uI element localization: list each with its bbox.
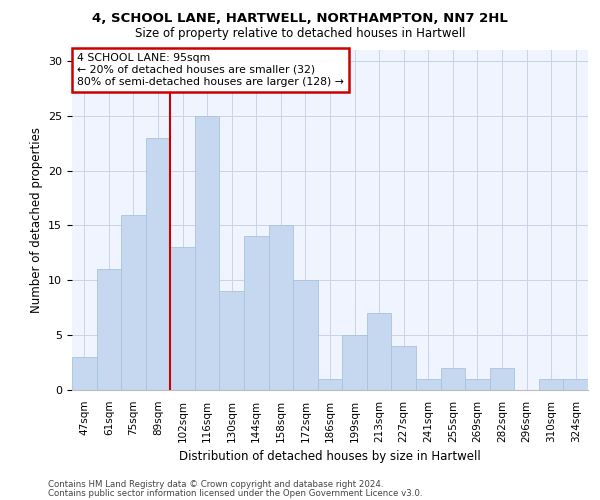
Bar: [563, 379, 588, 390]
Bar: [121, 214, 146, 390]
Bar: [440, 368, 465, 390]
Bar: [220, 292, 244, 390]
Bar: [293, 280, 318, 390]
Y-axis label: Number of detached properties: Number of detached properties: [29, 127, 43, 313]
Bar: [367, 313, 391, 390]
Bar: [416, 379, 440, 390]
Text: 4 SCHOOL LANE: 95sqm
← 20% of detached houses are smaller (32)
80% of semi-detac: 4 SCHOOL LANE: 95sqm ← 20% of detached h…: [77, 54, 344, 86]
Bar: [269, 226, 293, 390]
Bar: [72, 357, 97, 390]
Bar: [170, 248, 195, 390]
Text: Contains HM Land Registry data © Crown copyright and database right 2024.: Contains HM Land Registry data © Crown c…: [48, 480, 383, 489]
Bar: [465, 379, 490, 390]
Bar: [539, 379, 563, 390]
Text: 4, SCHOOL LANE, HARTWELL, NORTHAMPTON, NN7 2HL: 4, SCHOOL LANE, HARTWELL, NORTHAMPTON, N…: [92, 12, 508, 26]
Bar: [391, 346, 416, 390]
Text: Contains public sector information licensed under the Open Government Licence v3: Contains public sector information licen…: [48, 488, 422, 498]
Bar: [146, 138, 170, 390]
Bar: [195, 116, 220, 390]
Bar: [97, 270, 121, 390]
Bar: [244, 236, 269, 390]
Text: Size of property relative to detached houses in Hartwell: Size of property relative to detached ho…: [135, 28, 465, 40]
Bar: [342, 335, 367, 390]
X-axis label: Distribution of detached houses by size in Hartwell: Distribution of detached houses by size …: [179, 450, 481, 463]
Bar: [318, 379, 342, 390]
Bar: [490, 368, 514, 390]
